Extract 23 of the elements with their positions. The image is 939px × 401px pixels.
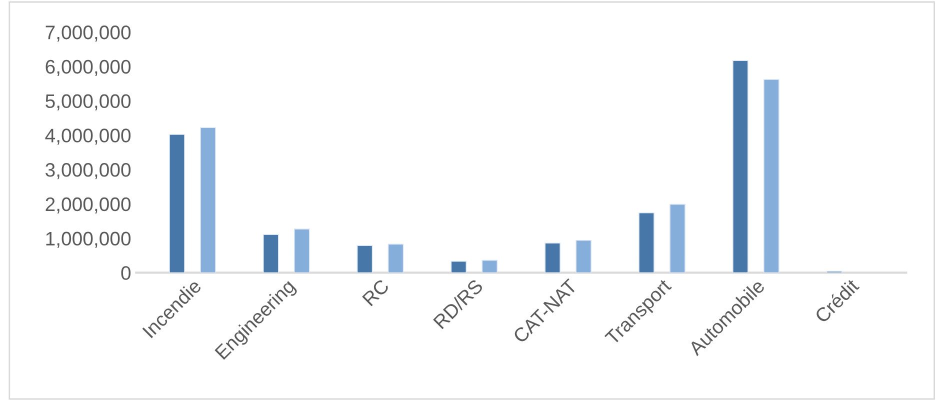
- bar: [200, 127, 216, 273]
- bar: [262, 234, 279, 273]
- y-tick-label: 4,000,000: [45, 128, 131, 145]
- y-tick-label: 7,000,000: [46, 26, 131, 42]
- bar: [356, 245, 373, 273]
- y-tick-label: 6,000,000: [46, 60, 131, 76]
- bar: [576, 240, 592, 273]
- bar: [169, 134, 185, 273]
- x-tick-label: RC: [362, 278, 390, 306]
- bar: [670, 204, 686, 273]
- bar: [732, 60, 748, 273]
- y-tick-label: 5,000,000: [46, 94, 131, 110]
- bar: [388, 244, 404, 273]
- y-tick-label: 2,000,000: [46, 197, 131, 214]
- bar: [450, 260, 467, 273]
- y-tick-label: 1,000,000: [46, 232, 131, 248]
- bar: [638, 212, 654, 273]
- bar: [482, 260, 498, 273]
- bar: [544, 242, 561, 273]
- bar: [763, 79, 780, 273]
- y-tick-label: 3,000,000: [46, 163, 131, 180]
- bar: [294, 228, 310, 273]
- y-tick-label: 0: [121, 266, 131, 280]
